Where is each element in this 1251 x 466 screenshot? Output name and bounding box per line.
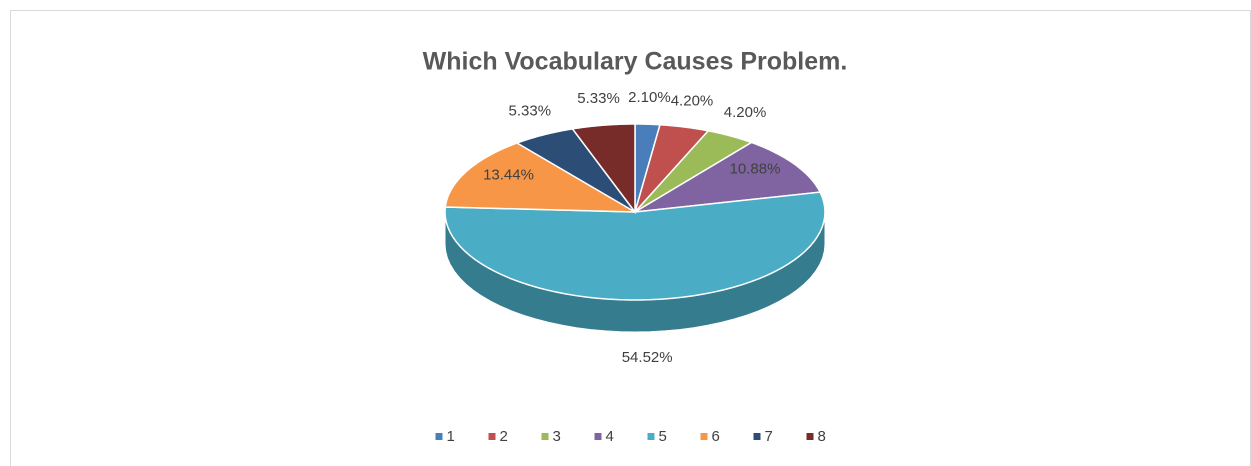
legend-label: 3 bbox=[553, 428, 561, 445]
legend-swatch bbox=[488, 433, 496, 440]
data-label: 4.20% bbox=[671, 93, 714, 110]
pie-slice bbox=[444, 142, 636, 213]
pie-slice bbox=[634, 141, 822, 213]
legend-label: 2 bbox=[500, 428, 508, 445]
chart-title: Which Vocabulary Causes Problem. bbox=[423, 48, 848, 76]
data-label: 4.20% bbox=[724, 104, 767, 121]
legend-label: 6 bbox=[712, 428, 720, 445]
pie-slice bbox=[634, 123, 710, 213]
data-label: 5.33% bbox=[577, 90, 620, 107]
pie-slice bbox=[634, 129, 754, 213]
data-label: 13.44% bbox=[483, 166, 534, 183]
legend-label: 5 bbox=[659, 428, 667, 445]
pie-slice bbox=[515, 128, 636, 213]
legend-swatch bbox=[435, 433, 443, 440]
legend-label: 4 bbox=[606, 428, 614, 445]
legend-swatch bbox=[647, 433, 655, 440]
data-label: 5.33% bbox=[509, 103, 552, 120]
pie-slice bbox=[444, 191, 826, 301]
legend-swatch bbox=[700, 433, 708, 440]
pie-slice bbox=[571, 123, 636, 215]
legend-swatch bbox=[753, 433, 761, 440]
data-label: 10.88% bbox=[730, 160, 781, 177]
legend-label: 8 bbox=[818, 428, 826, 445]
legend-swatch bbox=[806, 433, 814, 440]
legend-label: 1 bbox=[447, 428, 455, 445]
legend-swatch bbox=[594, 433, 602, 440]
legend-swatch bbox=[541, 433, 549, 440]
data-label: 54.52% bbox=[622, 349, 673, 366]
legend-label: 7 bbox=[765, 428, 773, 445]
data-label: 2.10% bbox=[628, 89, 671, 106]
